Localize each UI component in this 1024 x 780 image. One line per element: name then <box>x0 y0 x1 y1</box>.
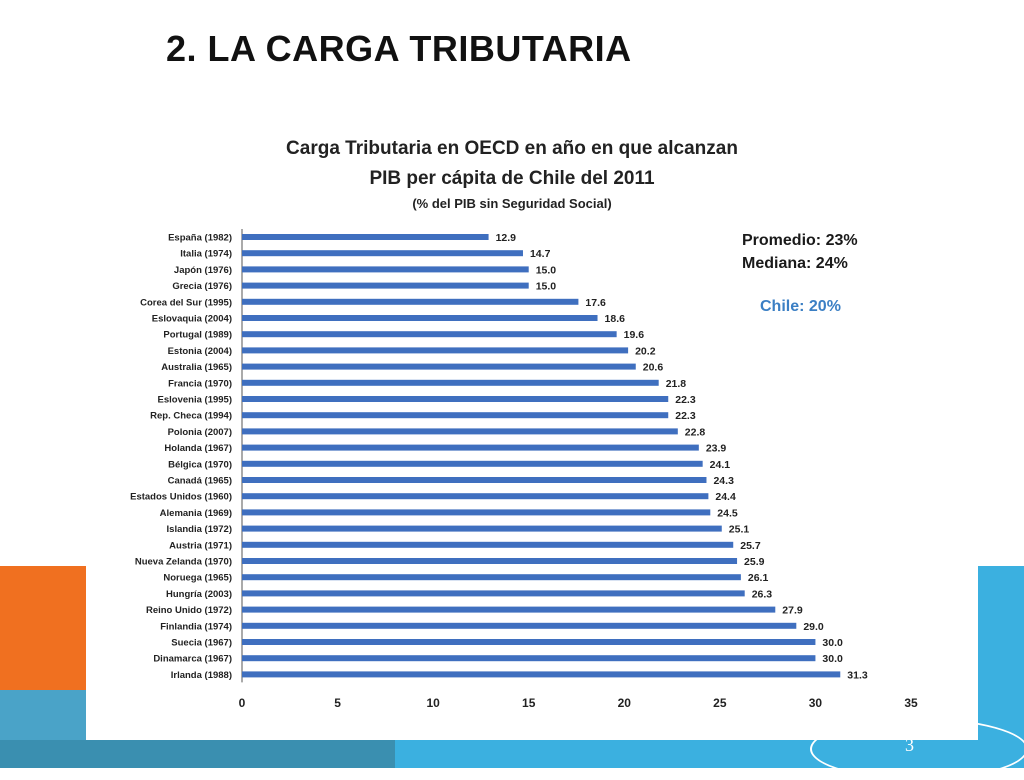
chart-subtitle: (% del PIB sin Seguridad Social) <box>412 196 612 211</box>
chart-panel <box>86 126 978 740</box>
promedio-label: Promedio: 23% <box>742 232 858 249</box>
mediana-label: Mediana: 24% <box>742 255 848 272</box>
page-number-oval <box>810 718 1024 780</box>
chart-title-line2: PIB per cápita de Chile del 2011 <box>369 168 655 189</box>
slide-title: 2. LA CARGA TRIBUTARIA <box>166 28 632 69</box>
chile-label: Chile: 20% <box>760 298 841 315</box>
chart-title: Carga Tributaria en OECD en año en que a… <box>286 138 738 159</box>
page-number: 3 <box>905 735 914 755</box>
stats-box: Promedio: 23% Mediana: 24% <box>742 229 858 275</box>
bottom-dark-band <box>0 740 395 768</box>
